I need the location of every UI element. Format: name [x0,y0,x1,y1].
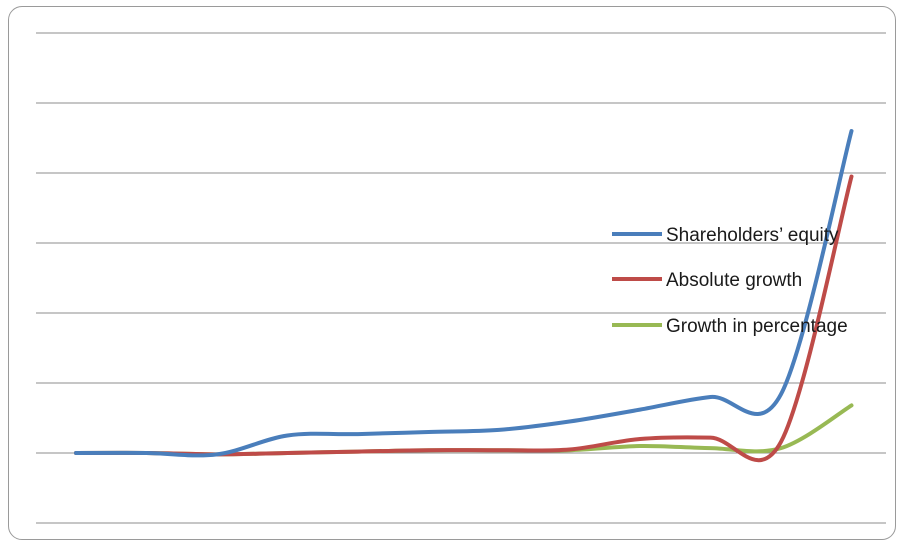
series-line-1 [74,129,854,458]
legend: Shareholders’ equity Absolute growth Growt… [612,225,848,337]
series-lines [74,129,854,463]
legend-label-2: Absolute growth [666,270,802,291]
legend-label-3: Growth in percentage [666,316,848,337]
legend-label-1: Shareholders’ equity [666,225,839,246]
